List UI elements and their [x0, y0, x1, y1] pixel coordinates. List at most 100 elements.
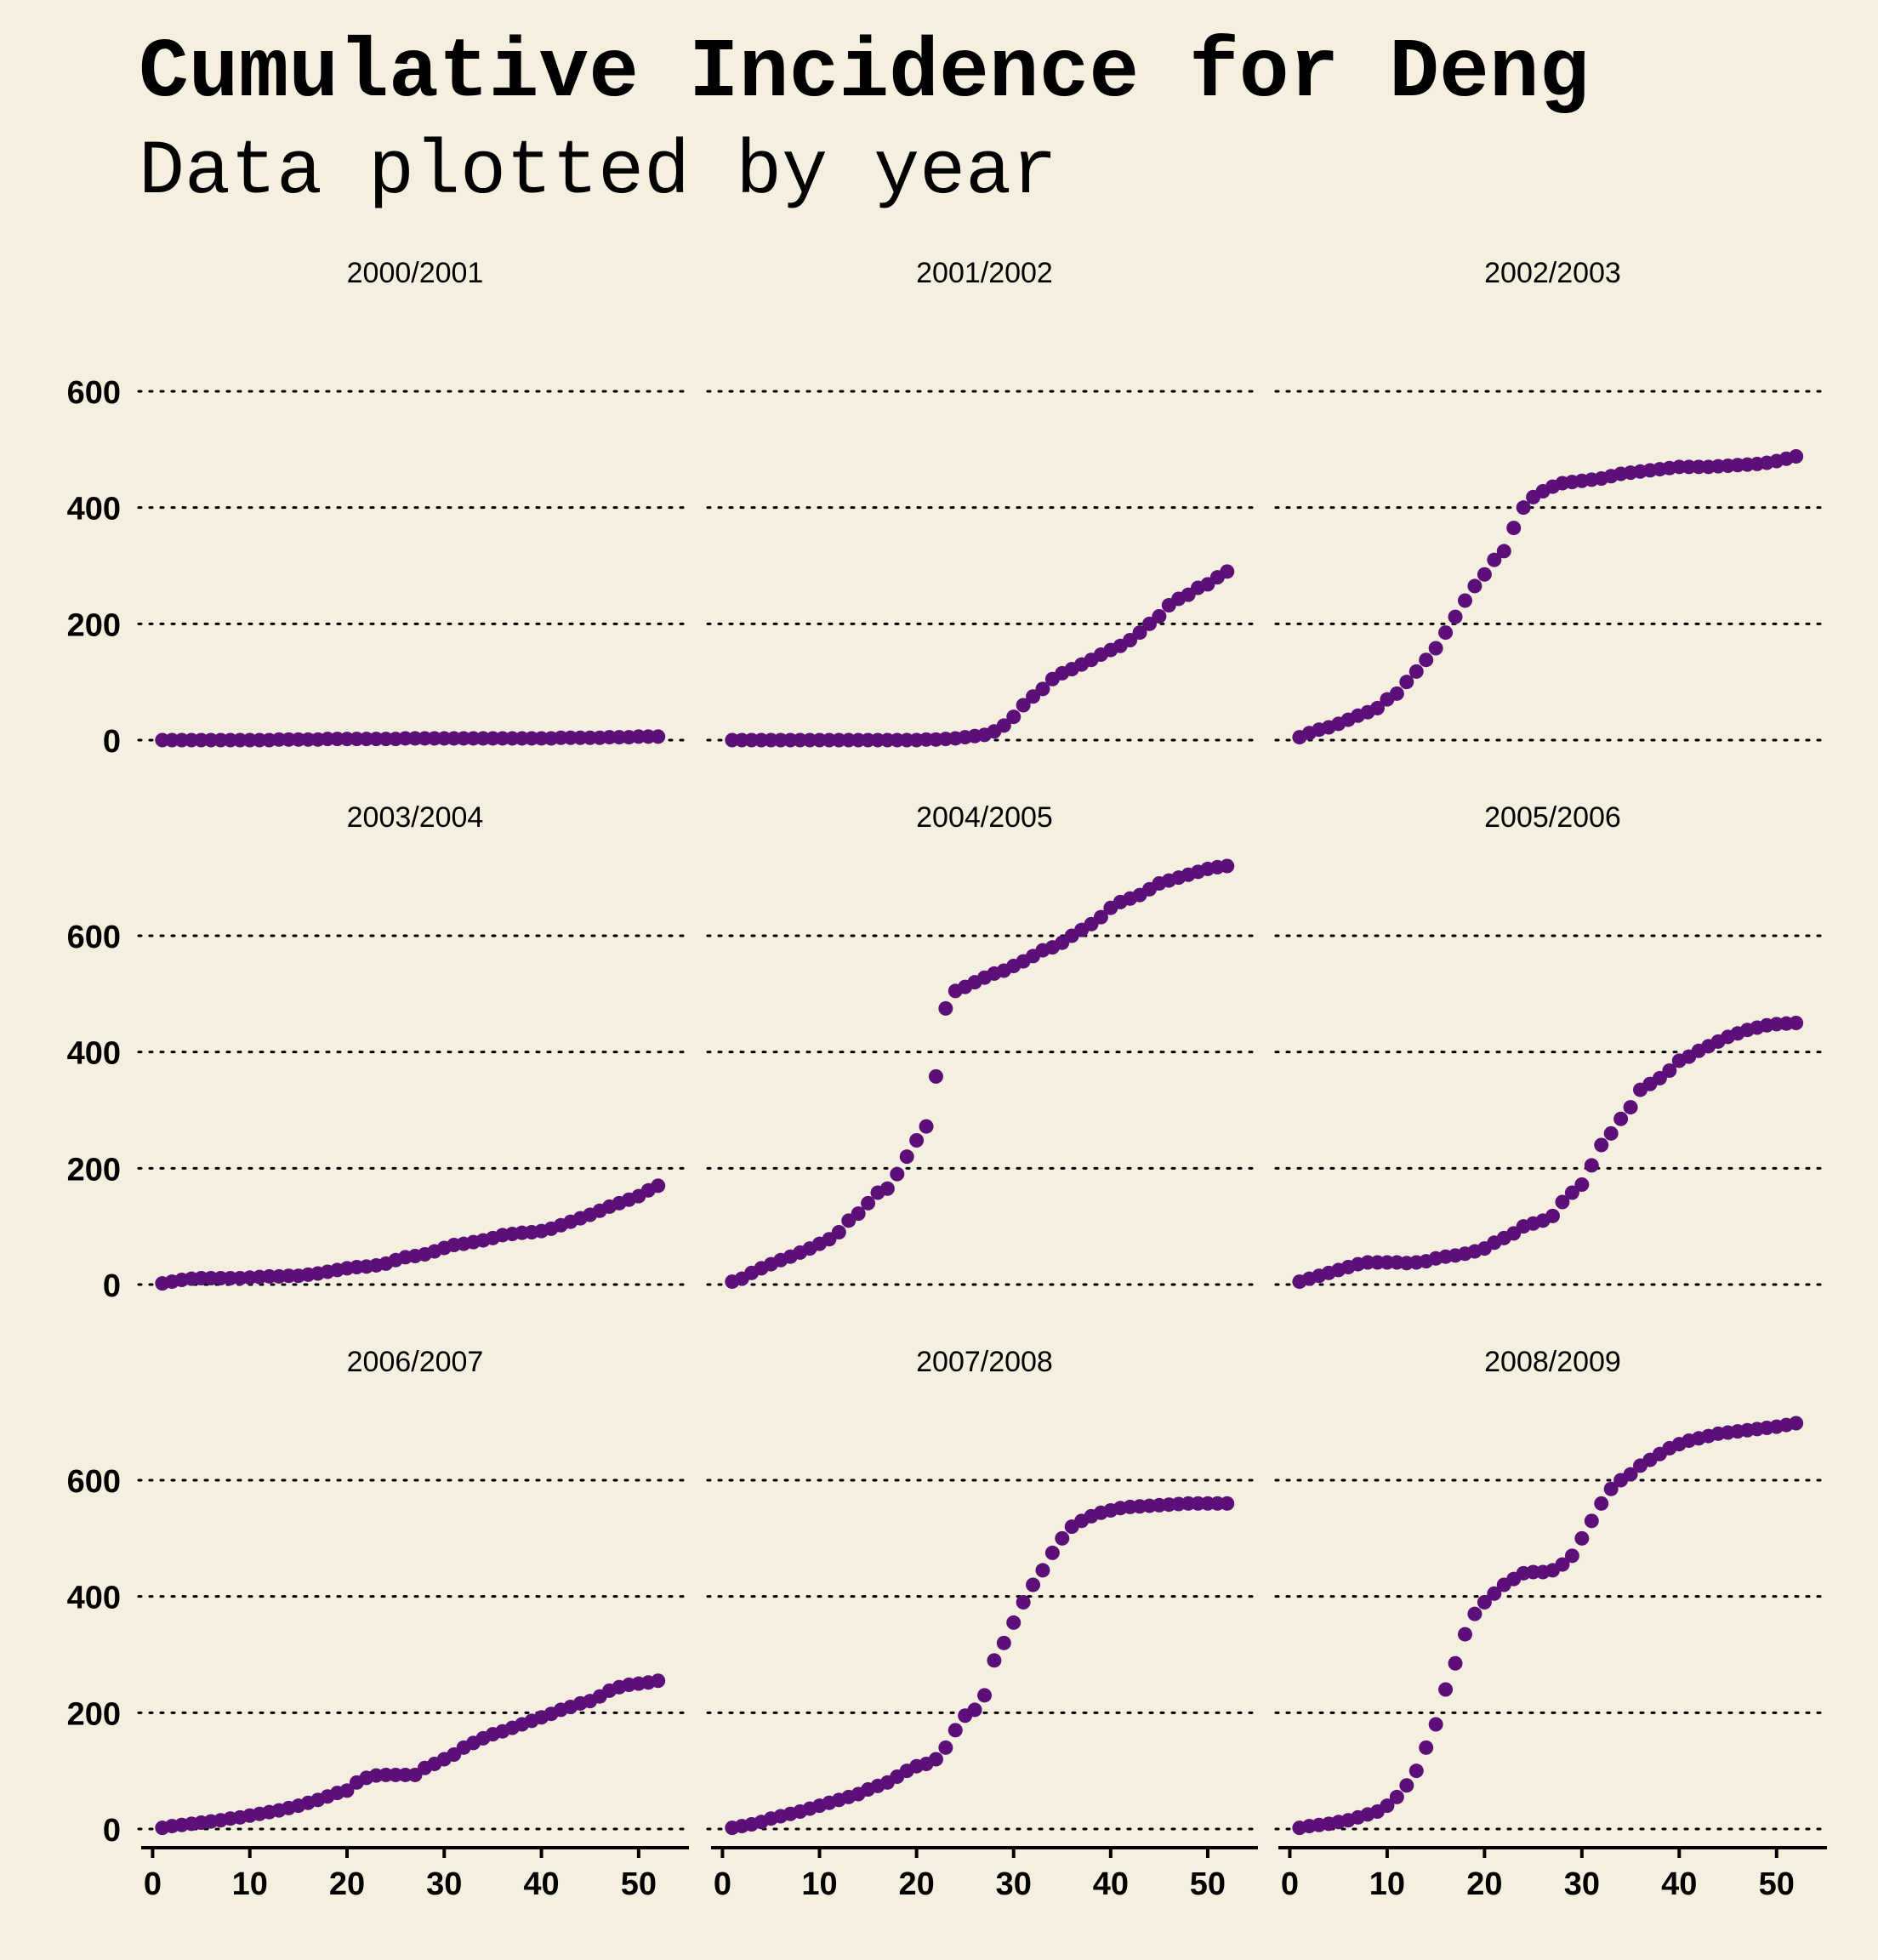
data-point [651, 1178, 666, 1194]
data-point [1035, 1563, 1050, 1578]
panel-title: 2002/2003 [1484, 257, 1621, 289]
data-point [1152, 608, 1167, 624]
data-point [1574, 1177, 1590, 1192]
x-tick-label: 0 [1281, 1866, 1299, 1902]
data-point [831, 1225, 846, 1239]
data-point [651, 729, 666, 744]
data-point [1016, 1595, 1031, 1610]
data-point [1555, 1194, 1570, 1210]
data-point [1419, 1740, 1434, 1755]
data-point [1457, 593, 1472, 608]
panel-title: 2008/2009 [1484, 1346, 1621, 1378]
x-tick-label: 20 [898, 1866, 934, 1902]
data-point [339, 1783, 355, 1798]
data-point [651, 1673, 666, 1689]
panel-title: 2005/2006 [1484, 801, 1621, 834]
chart-title: Cumulative Incidence for Deng [139, 26, 1590, 121]
data-point [938, 1000, 953, 1016]
panel-title: 2001/2002 [916, 257, 1053, 289]
data-point [1506, 521, 1522, 536]
panel-title: 2003/2004 [347, 801, 484, 834]
data-point [977, 1688, 992, 1703]
y-tick-label: 400 [67, 1581, 121, 1616]
data-point [1123, 632, 1138, 647]
data-point [1603, 1125, 1619, 1141]
data-point [919, 1119, 934, 1134]
x-tick-label: 0 [714, 1866, 731, 1902]
data-point [1399, 1778, 1414, 1793]
data-point [1564, 1185, 1579, 1200]
y-tick-label: 600 [67, 375, 121, 411]
x-tick-label: 30 [996, 1866, 1032, 1902]
y-tick-label: 200 [67, 1696, 121, 1732]
data-point [1408, 664, 1424, 679]
data-point [948, 1723, 963, 1738]
data-point [1477, 1595, 1492, 1610]
data-point [1448, 609, 1463, 624]
data-point [1428, 1717, 1443, 1732]
data-point [1448, 1655, 1463, 1671]
chart-subtitle: Data plotted by year [139, 129, 1058, 216]
panel-title: 2004/2005 [916, 801, 1053, 834]
data-point [1594, 1496, 1609, 1511]
data-point [1789, 449, 1804, 464]
data-point [1594, 1137, 1609, 1153]
data-point [1220, 1496, 1235, 1511]
data-point [1408, 1763, 1424, 1779]
x-tick-label: 10 [1369, 1866, 1405, 1902]
data-point [1006, 709, 1022, 725]
data-point [899, 1149, 914, 1165]
x-tick-label: 40 [1093, 1866, 1129, 1902]
data-point [1220, 858, 1235, 874]
data-point [861, 1195, 876, 1211]
x-tick-label: 40 [1661, 1866, 1697, 1902]
y-tick-label: 400 [67, 492, 121, 527]
data-point [1603, 1481, 1619, 1496]
x-tick-label: 20 [329, 1866, 365, 1902]
data-point [967, 1702, 982, 1718]
x-tick-label: 50 [621, 1866, 657, 1902]
data-point [1428, 641, 1443, 656]
data-point [1545, 1208, 1560, 1223]
data-point [1613, 1111, 1629, 1126]
data-point [1467, 1606, 1482, 1621]
data-point [1016, 698, 1031, 713]
y-tick-label: 400 [67, 1036, 121, 1072]
data-point [851, 1206, 866, 1222]
data-point [1584, 1158, 1599, 1173]
data-point [1438, 625, 1454, 641]
y-tick-label: 600 [67, 920, 121, 955]
data-point [890, 1166, 905, 1182]
data-point [1419, 652, 1434, 668]
data-point [1516, 500, 1531, 516]
data-point [1380, 1798, 1395, 1814]
data-point [1487, 1586, 1502, 1601]
data-point [1006, 1615, 1022, 1630]
data-point [1789, 1416, 1804, 1431]
data-point [909, 1133, 925, 1148]
data-point [1652, 1070, 1667, 1085]
data-point [1399, 675, 1414, 690]
data-point [1369, 700, 1385, 715]
data-point [1789, 1016, 1804, 1030]
data-point [1220, 564, 1235, 579]
data-point [1623, 1467, 1638, 1482]
x-tick-label: 30 [426, 1866, 462, 1902]
x-tick-label: 50 [1759, 1866, 1795, 1902]
data-point [1141, 616, 1157, 631]
x-tick-label: 40 [523, 1866, 559, 1902]
data-point [928, 1068, 943, 1084]
x-tick-label: 50 [1190, 1866, 1226, 1902]
y-tick-label: 200 [67, 607, 121, 643]
data-point [1623, 1100, 1638, 1115]
data-point [1389, 686, 1404, 701]
data-point [987, 1653, 1002, 1668]
panel-title: 2000/2001 [347, 257, 484, 289]
data-point [1467, 578, 1482, 594]
data-point [1389, 1789, 1404, 1804]
data-point [938, 1740, 953, 1755]
y-tick-label: 0 [103, 1813, 121, 1849]
data-point [1477, 567, 1492, 582]
data-point [1584, 1513, 1599, 1529]
x-tick-label: 0 [144, 1866, 162, 1902]
